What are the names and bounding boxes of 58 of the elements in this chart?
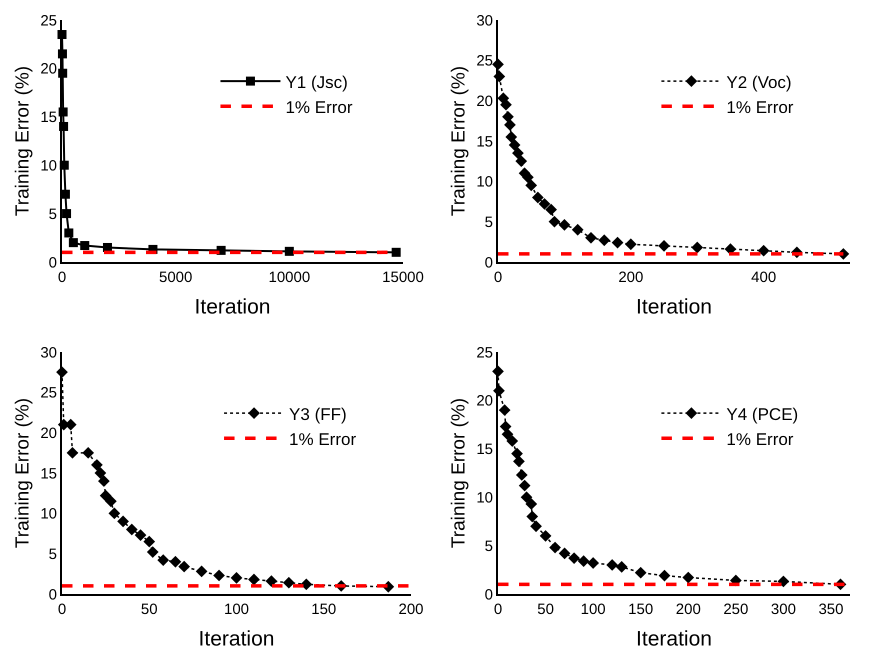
x-tick-label: 100: [224, 601, 250, 618]
x-tick-label: 50: [140, 601, 158, 618]
x-tick-label: 250: [723, 601, 748, 618]
x-tick-label: 10000: [268, 269, 310, 286]
y-tick-label: 20: [40, 60, 57, 78]
x-tick-label: 150: [628, 601, 654, 618]
y-tick-label: 0: [484, 254, 493, 272]
legend-label: Y2 (Voc): [726, 72, 792, 92]
legend-label: Y3 (FF): [289, 404, 347, 424]
y-tick-label: 20: [40, 424, 57, 442]
y-tick-label: 5: [48, 206, 57, 223]
x-axis-title: Iteration: [198, 628, 274, 651]
y-axis-title: Training Error (%): [448, 398, 470, 548]
y-tick-label: 10: [40, 157, 57, 174]
x-tick-label: 400: [751, 269, 776, 286]
y-tick-label: 25: [476, 344, 493, 362]
x-tick-label: 150: [311, 601, 336, 618]
legend-label: 1% Error: [289, 430, 356, 449]
y-tick-label: 10: [40, 506, 57, 523]
legend-label: Y4 (PCE): [726, 404, 798, 424]
y-tick-label: 0: [48, 586, 57, 604]
x-tick-label: 15000: [382, 269, 424, 286]
y-tick-label: 0: [484, 586, 493, 604]
y-tick-label: 15: [476, 133, 493, 150]
y-tick-label: 25: [40, 12, 57, 30]
x-tick-label: 350: [818, 601, 844, 618]
y-tick-label: 30: [476, 12, 493, 30]
x-tick-label: 5000: [158, 269, 192, 286]
legend-label: 1% Error: [726, 98, 794, 117]
y-axis-title: Training Error (%): [12, 66, 34, 216]
y-axis-title: Training Error (%): [448, 66, 470, 216]
y-tick-label: 15: [476, 441, 493, 458]
y-tick-label: 25: [476, 52, 493, 70]
x-tick-label: 300: [770, 601, 796, 618]
legend-label: Y1 (Jsc): [285, 72, 348, 92]
y-tick-label: 0: [48, 254, 57, 272]
y-tick-label: 30: [40, 344, 57, 362]
legend-label: 1% Error: [726, 430, 794, 449]
x-axis-title: Iteration: [636, 628, 712, 651]
x-tick-label: 200: [618, 269, 644, 286]
y-tick-label: 10: [476, 174, 493, 191]
y-tick-label: 20: [476, 92, 493, 110]
y-tick-label: 5: [484, 214, 493, 231]
x-tick-label: 100: [580, 601, 606, 618]
x-axis-title: Iteration: [636, 296, 712, 319]
y-tick-label: 20: [476, 392, 493, 410]
y-tick-label: 15: [40, 109, 57, 126]
y-tick-label: 15: [40, 465, 57, 482]
y-tick-label: 25: [40, 384, 57, 402]
x-tick-label: 50: [537, 601, 554, 618]
x-tick-label: 200: [676, 601, 701, 618]
y-tick-label: 5: [48, 546, 57, 563]
legend-label: 1% Error: [285, 98, 353, 117]
y-axis-title: Training Error (%): [12, 398, 34, 548]
y-tick-label: 10: [476, 489, 493, 506]
y-tick-label: 5: [484, 538, 493, 555]
x-axis-title: Iteration: [194, 296, 270, 319]
x-tick-label: 200: [398, 601, 424, 618]
